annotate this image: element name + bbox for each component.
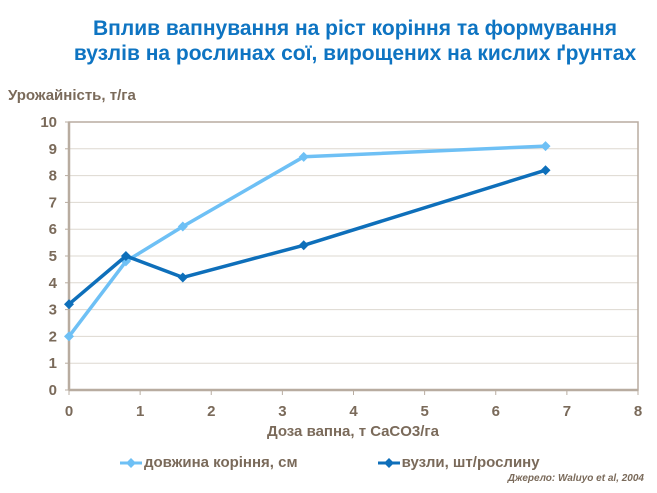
x-tick-label: 4 bbox=[349, 403, 358, 420]
legend-label: вузли, шт/рослину bbox=[401, 454, 540, 471]
y-tick-label: 10 bbox=[40, 114, 57, 131]
legend-dark-diamond-icon bbox=[377, 457, 400, 468]
y-tick-label: 0 bbox=[49, 382, 57, 399]
data-point-diamond-icon bbox=[120, 251, 131, 261]
data-point-diamond-icon bbox=[540, 165, 551, 176]
legend-light-diamond-icon bbox=[120, 457, 142, 468]
y-tick-label: 2 bbox=[49, 328, 57, 345]
series-line bbox=[67, 168, 547, 306]
data-point-diamond-icon bbox=[298, 151, 309, 162]
x-tick-label: 6 bbox=[492, 403, 500, 420]
data-point-diamond-icon bbox=[177, 272, 188, 283]
x-tick-label: 5 bbox=[420, 403, 428, 420]
data-series bbox=[64, 141, 551, 342]
y-axis-label: Урожайність, т/га bbox=[8, 87, 136, 104]
y-tick-label: 1 bbox=[49, 355, 57, 372]
legend: довжина коріння, см вузли, шт/рослину bbox=[120, 454, 540, 471]
data-point-diamond-icon bbox=[64, 331, 74, 342]
legend-item-root-length: довжина коріння, см bbox=[120, 454, 298, 471]
data-point-diamond-icon bbox=[177, 221, 188, 232]
y-tick-label: 4 bbox=[49, 275, 58, 292]
data-point-diamond-icon bbox=[298, 240, 309, 251]
x-tick-label: 0 bbox=[65, 403, 73, 420]
x-tick-label: 1 bbox=[136, 403, 144, 420]
data-point-diamond-icon bbox=[64, 299, 74, 310]
chart-title: Вплив вапнування на ріст коріння та форм… bbox=[73, 17, 637, 65]
legend-item-nodules: вузли, шт/рослину bbox=[377, 454, 540, 471]
x-axis-label: Доза вапна, т CaCO3/га bbox=[266, 423, 440, 440]
y-tick-label: 8 bbox=[49, 168, 57, 185]
tick-labels: 0 1 2 3 4 5 6 7 8 9 10 0 1 2 3 4 5 6 7 8 bbox=[40, 114, 642, 420]
y-tick-label: 7 bbox=[49, 194, 57, 211]
source-note: Джерело: Waluyo et al, 2004 bbox=[507, 473, 644, 484]
x-tick-label: 8 bbox=[634, 403, 642, 420]
legend-label: довжина коріння, см bbox=[144, 454, 298, 471]
x-tick-label: 2 bbox=[207, 403, 215, 420]
x-tick-label: 3 bbox=[278, 403, 286, 420]
y-tick-label: 5 bbox=[49, 248, 57, 265]
y-tick-label: 9 bbox=[49, 141, 57, 158]
data-point-diamond-icon bbox=[540, 141, 551, 152]
y-tick-label: 6 bbox=[49, 221, 57, 238]
y-tick-label: 3 bbox=[49, 302, 57, 319]
series-line bbox=[67, 144, 546, 338]
x-tick-label: 7 bbox=[563, 403, 571, 420]
grid-lines bbox=[69, 121, 638, 364]
axes bbox=[65, 121, 639, 395]
